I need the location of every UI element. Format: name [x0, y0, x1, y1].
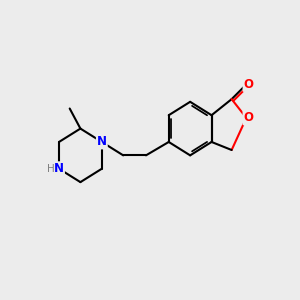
Text: N: N: [97, 136, 107, 148]
Text: N: N: [54, 162, 64, 175]
Text: O: O: [244, 78, 254, 91]
Text: O: O: [244, 111, 254, 124]
Text: H: H: [46, 164, 54, 174]
